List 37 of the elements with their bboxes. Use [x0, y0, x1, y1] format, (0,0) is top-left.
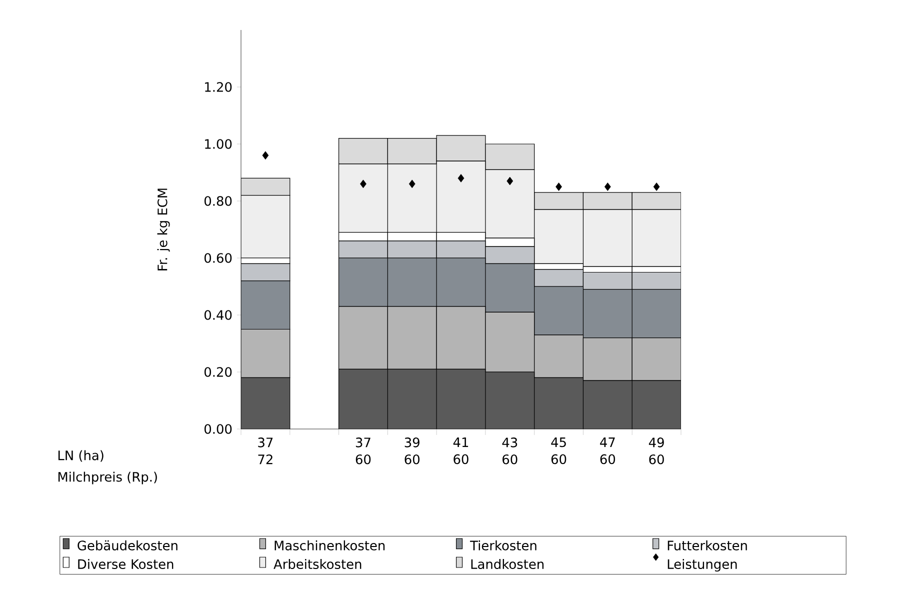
y-tick-label: 0.40	[204, 310, 232, 320]
point	[556, 182, 562, 191]
text: Milchpreis (Rp.)	[58, 472, 157, 484]
point	[262, 151, 269, 160]
y-tick-label: 0.00	[204, 424, 232, 434]
legend-label: Maschinenkosten	[274, 540, 385, 550]
point	[653, 182, 660, 191]
x-tick-label: 41 60	[453, 438, 468, 464]
x-tick-label: 49 60	[648, 438, 664, 464]
point	[408, 180, 416, 188]
y-axis-title: Fr. je kg ECM	[157, 188, 170, 270]
x-tick-label: 47 60	[600, 438, 616, 464]
legend-label: Gebäudekosten	[78, 540, 178, 550]
legend-label: Arbeitskosten	[274, 559, 362, 570]
x-tick-label: 37 60	[356, 438, 371, 464]
x-tick-label: 37 72	[258, 438, 273, 464]
y-tick-label: 1.20	[205, 82, 232, 92]
point	[360, 180, 366, 188]
bar	[241, 280, 290, 330]
y-tick-label: 1.00	[205, 139, 232, 149]
point	[506, 176, 514, 186]
x-tick-label: 43 60	[502, 438, 518, 464]
x-tick-label: 39 60	[404, 438, 420, 464]
legend-label: Leistungen	[668, 559, 737, 572]
bar	[241, 378, 290, 429]
point	[604, 182, 611, 191]
legend-label: Futterkosten	[668, 540, 747, 550]
y-tick-label: 0.20	[204, 367, 232, 377]
y-tick-label: 0.60	[204, 253, 232, 263]
legend-label: Tierkosten	[470, 540, 536, 550]
point	[458, 174, 464, 182]
bar	[241, 194, 290, 258]
y-tick-label: 0.80	[204, 196, 232, 206]
legend-label: Landkosten	[471, 559, 544, 570]
x-tick-label: 45 60	[551, 438, 566, 464]
legend-label: Diverse Kosten	[78, 559, 174, 570]
text: LN (ha)	[58, 450, 104, 462]
